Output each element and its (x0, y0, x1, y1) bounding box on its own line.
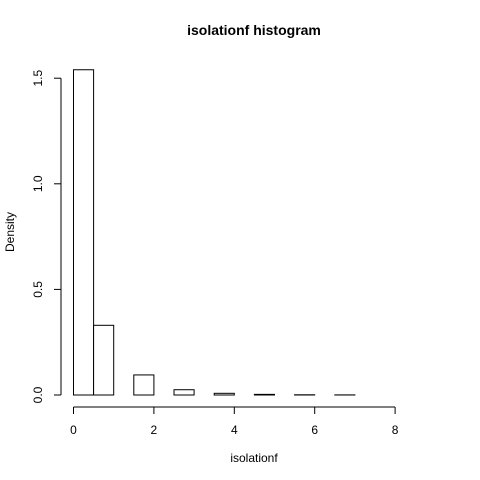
histogram-bar (93, 324, 115, 396)
y-tick-label: 1.0 (31, 175, 45, 192)
x-tick-label: 4 (231, 423, 238, 437)
histogram-bar (133, 374, 155, 396)
x-tick-label: 8 (392, 423, 399, 437)
chart-title: isolationf histogram (187, 22, 321, 38)
x-axis-label: isolationf (230, 451, 278, 465)
y-tick-label: 0.5 (31, 281, 45, 298)
x-axis: 0 2 4 6 8 (70, 406, 399, 437)
histogram-bar (253, 393, 275, 396)
histogram-bar (213, 392, 235, 396)
y-axis-label: Density (3, 212, 17, 252)
histogram-bar (173, 389, 195, 396)
bars-group (73, 69, 356, 396)
x-tick-label: 2 (151, 423, 158, 437)
y-axis: 0.0 0.5 1.0 1.5 (31, 70, 62, 403)
y-tick-label: 0.0 (31, 386, 45, 403)
x-tick-label: 6 (311, 423, 318, 437)
y-tick-label: 1.5 (31, 70, 45, 87)
histogram-bar (73, 69, 95, 396)
x-tick-label: 0 (70, 423, 77, 437)
